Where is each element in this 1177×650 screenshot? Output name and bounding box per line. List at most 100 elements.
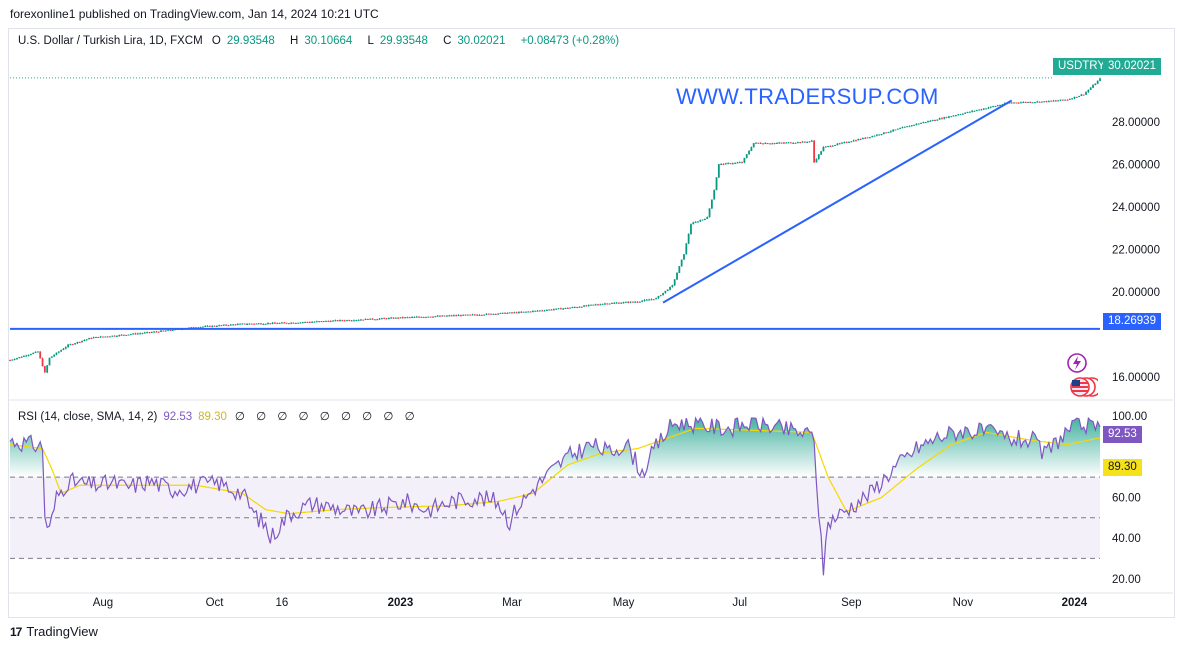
candle-body: [355, 320, 358, 322]
candle-body: [824, 146, 827, 148]
candle-body: [243, 323, 246, 325]
candle-body: [894, 129, 897, 131]
candle-body: [792, 142, 795, 144]
candle-body: [838, 143, 841, 145]
candle-body: [313, 321, 316, 323]
lightning-icon[interactable]: [1067, 353, 1087, 373]
price-axis-tick: 28.00000: [1112, 117, 1160, 129]
candle-body: [164, 330, 167, 332]
candle-body: [873, 135, 876, 137]
candle-body: [664, 290, 667, 293]
candle-body: [420, 316, 423, 318]
legend-high: 30.10664: [304, 35, 353, 47]
candle-body: [513, 312, 516, 314]
candle-body: [541, 310, 544, 312]
candle-body: [671, 285, 674, 287]
footer-branding[interactable]: 17 TradingView: [10, 624, 98, 639]
candle-body: [20, 356, 23, 358]
candle-body: [471, 314, 474, 316]
candle-body: [690, 224, 692, 235]
candle-body: [968, 111, 971, 113]
candle-body: [978, 109, 981, 111]
candle-body: [1073, 96, 1076, 99]
candle-body: [776, 143, 778, 145]
candle-body: [545, 309, 548, 311]
candle-body: [699, 220, 702, 222]
legend-symbol: U.S. Dollar / Turkish Lira, 1D, FXCM: [18, 35, 203, 47]
time-axis-tick: 2024: [1062, 597, 1088, 609]
candle-body: [594, 304, 597, 306]
candle-body: [455, 315, 458, 317]
candle-body: [555, 308, 558, 310]
candle-body: [941, 118, 943, 120]
candle-body: [1078, 95, 1080, 97]
candle-body: [903, 126, 906, 128]
candle-body: [908, 126, 911, 128]
candle-body: [294, 322, 297, 324]
candle-body: [299, 322, 302, 324]
candle-body: [213, 325, 216, 327]
candle-body: [945, 117, 948, 119]
candle-body: [1047, 100, 1050, 102]
candle-body: [717, 164, 720, 178]
candle-body: [457, 315, 460, 317]
candle-body: [815, 159, 818, 163]
candle-body: [1099, 78, 1101, 81]
candle-body: [283, 322, 286, 324]
candle-body: [357, 319, 360, 321]
candle-body: [845, 142, 848, 144]
candle-body: [367, 318, 369, 320]
candle-body: [666, 289, 669, 291]
candle-body: [134, 333, 137, 335]
candle-body: [801, 141, 804, 143]
candle-body: [18, 357, 21, 359]
candle-body: [566, 307, 569, 309]
candle-body: [459, 315, 462, 317]
candle-body: [285, 322, 288, 324]
candle-body: [36, 351, 39, 353]
candle-body: [1087, 89, 1090, 93]
candle-body: [762, 143, 764, 145]
time-axis-tick: Sep: [841, 597, 861, 609]
candle-body: [422, 316, 425, 318]
candle-body: [497, 313, 499, 315]
candle-body: [227, 325, 230, 327]
candle-body: [817, 154, 820, 160]
candle-body: [387, 318, 390, 320]
legend-change: +0.08473 (+0.28%): [520, 35, 620, 47]
candle-body: [41, 358, 44, 367]
candle-body: [369, 318, 372, 320]
candle-body: [360, 319, 362, 321]
candle-body: [957, 114, 960, 116]
candle-body: [143, 332, 146, 334]
rsi-legend-label: RSI (14, close, SMA, 14, 2): [18, 411, 158, 423]
candle-body: [506, 312, 509, 314]
candle-body: [30, 354, 32, 356]
candle-body: [476, 314, 479, 316]
candle-body: [685, 243, 688, 255]
candle-body: [597, 304, 599, 306]
candle-body: [318, 321, 321, 323]
candle-body: [132, 333, 135, 335]
candle-body: [1008, 102, 1011, 104]
candle-body: [1034, 102, 1036, 104]
candle-body: [113, 335, 116, 337]
candle-body: [478, 314, 481, 316]
candle-body: [869, 137, 871, 139]
candle-body: [169, 329, 172, 331]
time-axis-tick: 2023: [388, 597, 414, 609]
candle-body: [848, 141, 850, 143]
candle-body: [834, 144, 836, 146]
candle-body: [880, 133, 883, 135]
candle-body: [469, 314, 472, 316]
legend-close: 30.02021: [457, 35, 506, 47]
candle-body: [34, 351, 37, 353]
candle-body: [155, 331, 158, 333]
candle-body: [655, 298, 657, 300]
candle-body: [922, 122, 925, 124]
candle-body: [141, 333, 144, 335]
candle-body: [745, 154, 748, 158]
candle-body: [564, 307, 567, 309]
candle-body: [292, 322, 295, 324]
